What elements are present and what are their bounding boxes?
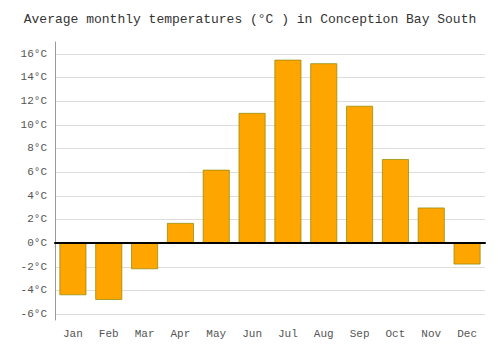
svg-text:Dec: Dec (457, 328, 477, 340)
svg-text:Sep: Sep (350, 328, 370, 340)
svg-text:Nov: Nov (421, 328, 441, 340)
svg-text:Aug: Aug (314, 328, 334, 340)
svg-text:6°C: 6°C (27, 166, 47, 178)
svg-text:14°C: 14°C (21, 71, 48, 83)
svg-text:Jun: Jun (242, 328, 262, 340)
svg-text:0°C: 0°C (27, 237, 47, 249)
svg-text:12°C: 12°C (21, 95, 48, 107)
svg-text:Feb: Feb (99, 328, 119, 340)
svg-text:Mar: Mar (135, 328, 155, 340)
svg-text:-4°C: -4°C (21, 284, 48, 296)
svg-text:Average monthly temperatures (: Average monthly temperatures (°C ) in Co… (24, 12, 476, 27)
svg-text:May: May (206, 328, 226, 340)
svg-text:16°C: 16°C (21, 48, 48, 60)
svg-text:Apr: Apr (171, 328, 191, 340)
svg-text:Oct: Oct (386, 328, 406, 340)
svg-text:10°C: 10°C (21, 119, 48, 131)
svg-text:-6°C: -6°C (21, 308, 48, 320)
svg-text:Jul: Jul (278, 328, 298, 340)
svg-text:Jan: Jan (63, 328, 83, 340)
svg-text:-2°C: -2°C (21, 261, 48, 273)
svg-text:2°C: 2°C (27, 213, 47, 225)
svg-text:4°C: 4°C (27, 190, 47, 202)
svg-text:8°C: 8°C (27, 142, 47, 154)
